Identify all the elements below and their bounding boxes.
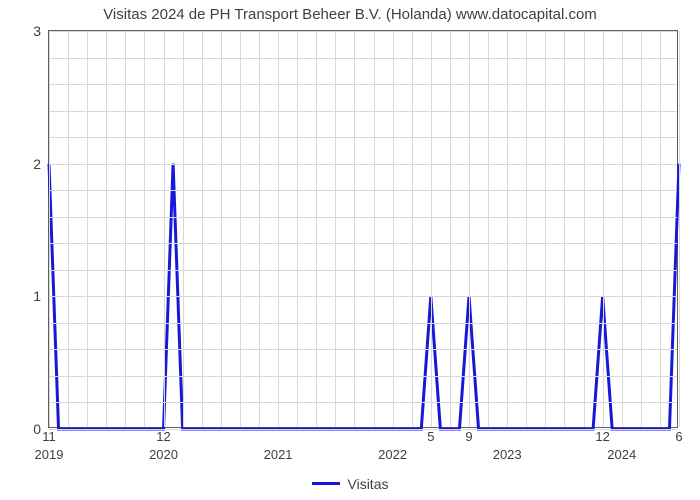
gridline-vertical [679,31,680,427]
gridline-horizontal-minor [49,190,677,191]
gridline-vertical [49,31,50,427]
gridline-horizontal-minor [49,349,677,350]
gridline-vertical [87,31,88,427]
gridline-vertical [221,31,222,427]
gridline-horizontal-minor [49,243,677,244]
gridline-vertical [641,31,642,427]
gridline-vertical [545,31,546,427]
gridline-vertical [393,31,394,427]
gridline-vertical [622,31,623,427]
gridline-vertical [240,31,241,427]
gridline-vertical [488,31,489,427]
gridline-vertical [297,31,298,427]
x-year-label: 2021 [264,447,293,462]
x-tick-label: 12 [156,427,170,444]
x-tick-label: 11 [42,427,56,444]
gridline-horizontal [49,296,677,297]
gridline-horizontal-minor [49,376,677,377]
gridline-vertical [603,31,604,427]
gridline-horizontal-minor [49,323,677,324]
gridline-vertical [202,31,203,427]
y-tick-label: 1 [33,288,49,304]
gridline-vertical [584,31,585,427]
x-tick-label: 6 [675,427,682,444]
gridline-vertical [564,31,565,427]
legend-label: Visitas [348,476,389,492]
gridline-horizontal-minor [49,217,677,218]
legend-item-visitas: Visitas [312,476,389,492]
gridline-horizontal-minor [49,270,677,271]
legend-swatch [312,482,340,485]
gridline-vertical [660,31,661,427]
gridline-vertical [469,31,470,427]
gridline-horizontal [49,164,677,165]
y-tick-label: 3 [33,23,49,39]
x-tick-label: 5 [427,427,434,444]
x-year-label: 2023 [493,447,522,462]
gridline-horizontal-minor [49,402,677,403]
x-year-label: 2022 [378,447,407,462]
gridline-vertical [335,31,336,427]
gridline-horizontal-minor [49,84,677,85]
plot-area: 0123111259126201920202021202220232024 [48,30,678,428]
gridline-horizontal-minor [49,137,677,138]
gridline-vertical [431,31,432,427]
gridline-vertical [68,31,69,427]
gridline-horizontal-minor [49,111,677,112]
gridline-vertical [164,31,165,427]
gridline-vertical [183,31,184,427]
chart-container: Visitas 2024 de PH Transport Beheer B.V.… [0,0,700,500]
x-tick-label: 9 [465,427,472,444]
gridline-vertical [316,31,317,427]
y-tick-label: 2 [33,156,49,172]
gridline-vertical [144,31,145,427]
chart-title: Visitas 2024 de PH Transport Beheer B.V.… [0,6,700,23]
gridline-vertical [507,31,508,427]
x-year-label: 2020 [149,447,178,462]
gridline-vertical [125,31,126,427]
gridline-vertical [450,31,451,427]
gridline-horizontal-minor [49,58,677,59]
gridline-vertical [354,31,355,427]
gridline-horizontal [49,429,677,430]
gridline-vertical [412,31,413,427]
gridline-vertical [278,31,279,427]
gridline-vertical [259,31,260,427]
x-year-label: 2019 [35,447,64,462]
x-tick-label: 12 [595,427,609,444]
x-year-label: 2024 [607,447,636,462]
gridline-horizontal [49,31,677,32]
gridline-vertical [374,31,375,427]
gridline-vertical [526,31,527,427]
legend: Visitas [0,472,700,492]
gridline-vertical [106,31,107,427]
